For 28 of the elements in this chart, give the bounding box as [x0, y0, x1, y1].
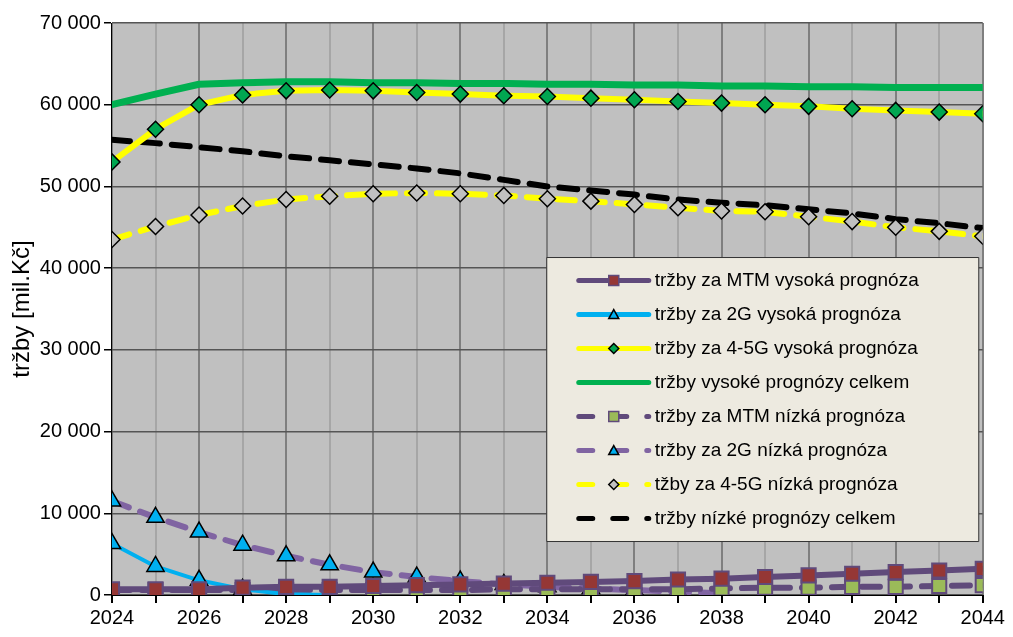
x-tick-label: 2024 [89, 605, 135, 628]
x-tick-label: 2042 [873, 605, 918, 628]
y-tick-label: 30 000 [39, 337, 101, 360]
y-tick-label: 0 [89, 582, 101, 605]
legend-label: tržby nízké prognózy celkem [654, 506, 896, 528]
y-tick-label: 50 000 [39, 173, 101, 196]
y-tick-label: 40 000 [39, 255, 101, 278]
y-tick-label: 20 000 [39, 419, 101, 442]
legend-label: tržby vysoké prognózy celkem [654, 370, 910, 392]
x-tick-label: 2044 [960, 605, 1005, 628]
x-tick-label: 2034 [525, 605, 570, 628]
x-tick-label: 2028 [263, 605, 309, 628]
y-tick-label: 10 000 [39, 500, 101, 523]
x-tick-label: 2030 [350, 605, 396, 628]
y-tick-label: 70 000 [39, 10, 101, 33]
y-tick-label: 60 000 [39, 92, 101, 115]
x-tick-label: 2038 [699, 605, 744, 628]
y-axis-title: tržby [mil.Kč] [7, 240, 35, 378]
legend-label: tržby za MTM vysoká prognóza [654, 268, 920, 290]
x-tick-label: 2032 [438, 605, 483, 628]
legend-label: tržby za MTM nízká prognóza [654, 404, 906, 426]
legend-label: tržby za 4-5G vysoká prognóza [654, 336, 919, 358]
x-tick-label: 2040 [786, 605, 831, 628]
x-tick-label: 2026 [176, 605, 222, 628]
legend-label: tržby za 2G nízká prognóza [654, 438, 888, 460]
x-tick-label: 2036 [612, 605, 657, 628]
legend-label: tžby za 4-5G nízká prognóza [654, 472, 899, 494]
legend-label: tržby za 2G vysoká prognóza [654, 302, 902, 324]
